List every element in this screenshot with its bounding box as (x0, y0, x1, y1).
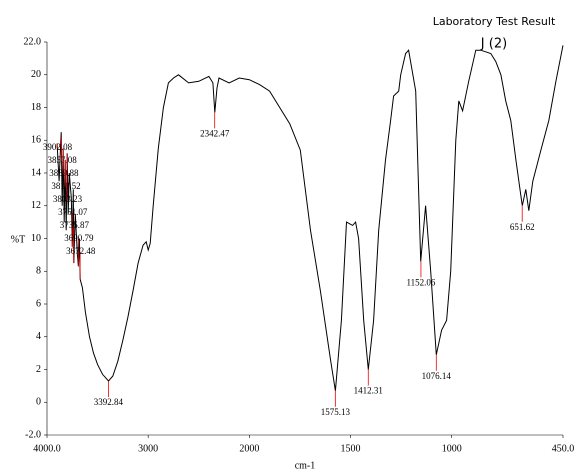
y-tick-label: 20 (31, 69, 41, 80)
y-tick-label: 12 (31, 200, 41, 211)
peak-label: 651.62 (510, 222, 535, 232)
peak-label: 3690.79 (64, 233, 94, 243)
peak-label: 1076.14 (422, 371, 452, 381)
peak-label: 3839.88 (49, 168, 79, 178)
peak-label: 1152.06 (406, 277, 435, 287)
y-tick-label: 22.0 (24, 36, 42, 47)
y-tick-label: 4 (36, 331, 41, 342)
peak-label: 2342.47 (200, 128, 230, 138)
x-tick-label: 4000.0 (33, 443, 61, 454)
y-tick-label: 16 (31, 135, 41, 146)
y-tick-label: 10 (31, 233, 41, 244)
y-tick-label: 6 (36, 298, 41, 309)
chart-title: Laboratory Test Result (433, 15, 556, 28)
spectrum-line (56, 45, 564, 391)
peak-label: 3392.84 (94, 397, 124, 407)
x-tick-label: 450.0 (552, 443, 575, 454)
x-tick-label: 3000 (138, 443, 158, 454)
peak-label: 3818.52 (51, 181, 80, 191)
y-tick-label: 8 (36, 266, 41, 277)
peak-label: 3751.07 (58, 207, 88, 217)
peak-label: 3857.08 (47, 155, 77, 165)
x-tick-label: 1500 (341, 443, 361, 454)
y-tick-label: -2.0 (25, 429, 41, 440)
y-tick-label: 0 (36, 397, 41, 408)
peak-label: 1575.13 (321, 407, 351, 417)
y-tick-label: 14 (31, 167, 41, 178)
peak-label: 1412.31 (354, 386, 383, 396)
peak-label: 3902.08 (43, 142, 73, 152)
x-tick-label: 2000 (239, 443, 259, 454)
peak-label: 3672.48 (66, 246, 96, 256)
y-tick-label: 18 (31, 102, 41, 113)
chart-subtitle: J (2) (480, 37, 507, 52)
x-tick-label: 1000 (442, 443, 462, 454)
peak-label: 3803.23 (53, 194, 83, 204)
y-axis-label: %T (11, 234, 25, 245)
y-tick-label: 2 (36, 364, 41, 375)
x-axis-label: cm-1 (295, 460, 316, 471)
peak-label: 3735.87 (60, 220, 90, 230)
